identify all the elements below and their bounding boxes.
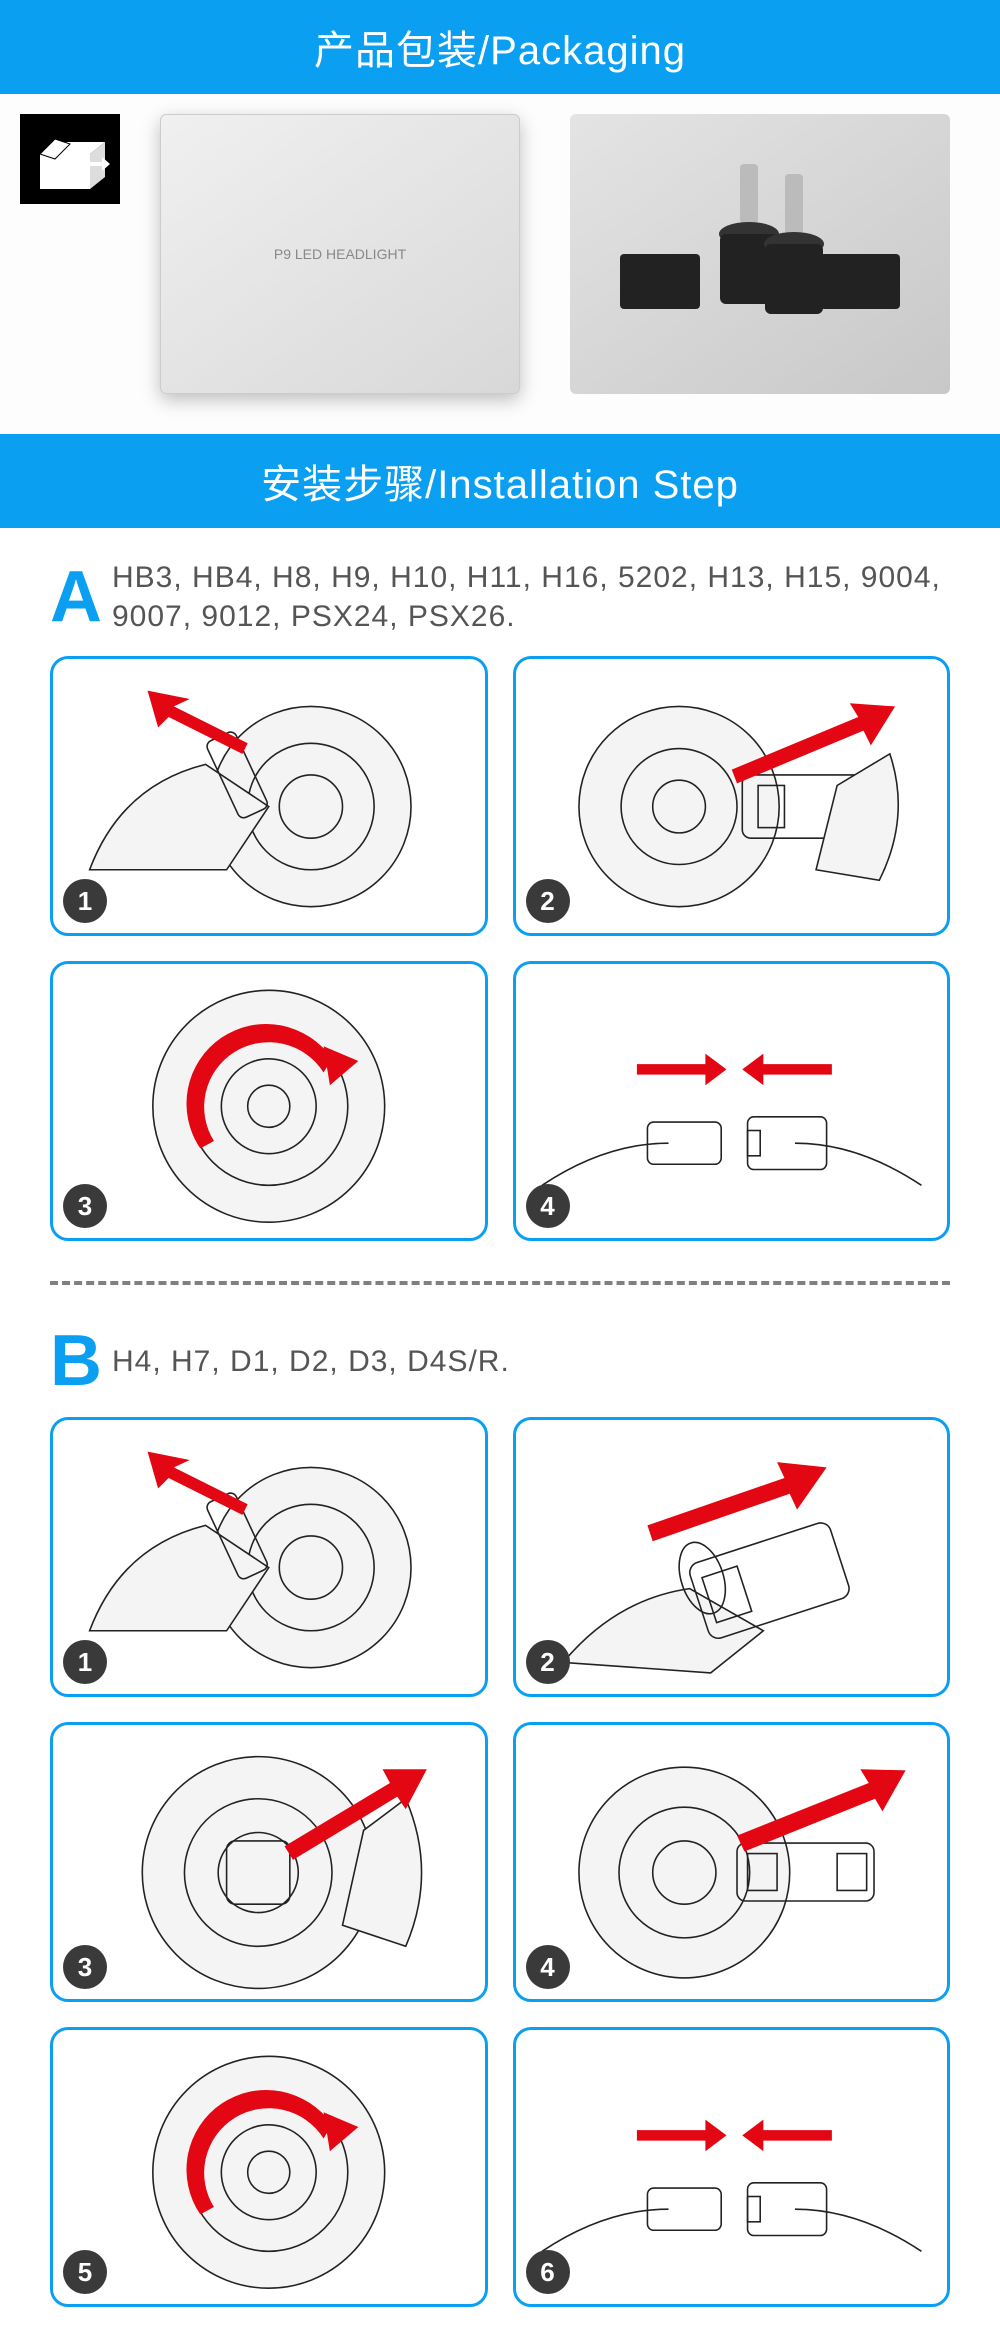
group-b-grid: 1 2 <box>50 1417 950 2307</box>
group-b-header: B H4, H7, D1, D2, D3, D4S/R. <box>50 1325 950 1397</box>
installation-title-en: Installation Step <box>437 463 739 507</box>
group-divider <box>50 1281 950 1285</box>
step-badge: 4 <box>526 1945 570 1989</box>
step-a4: 4 <box>513 961 951 1241</box>
step-a1: 1 <box>50 656 488 936</box>
step-badge: 2 <box>526 879 570 923</box>
step-b5: 5 <box>50 2027 488 2307</box>
installation-body: A HB3, HB4, H8, H9, H10, H11, H16, 5202,… <box>0 528 1000 2347</box>
step-badge: 3 <box>63 1184 107 1228</box>
group-a-grid: 1 2 <box>50 656 950 1241</box>
group-b-models: H4, H7, D1, D2, D3, D4S/R. <box>112 1342 510 1381</box>
step-badge: 1 <box>63 879 107 923</box>
step-a3: 3 <box>50 961 488 1241</box>
group-a-letter: A <box>50 561 102 633</box>
step-badge: 4 <box>526 1184 570 1228</box>
packaging-content: P9 LED HEADLIGHT <box>0 94 1000 434</box>
installation-banner: 安装步骤/Installation Step <box>0 434 1000 528</box>
open-box-icon <box>20 114 120 204</box>
packaging-banner: 产品包装/Packaging <box>0 0 1000 94</box>
step-badge: 5 <box>63 2250 107 2294</box>
step-badge: 1 <box>63 1640 107 1684</box>
step-b4: 4 <box>513 1722 951 2002</box>
step-b2: 2 <box>513 1417 951 1697</box>
product-box-image: P9 LED HEADLIGHT <box>160 114 520 394</box>
group-a-header: A HB3, HB4, H8, H9, H10, H11, H16, 5202,… <box>50 558 950 636</box>
group-a-models: HB3, HB4, H8, H9, H10, H11, H16, 5202, H… <box>112 558 950 636</box>
step-b6: 6 <box>513 2027 951 2307</box>
packaging-title-en: Packaging <box>490 29 686 73</box>
group-b-letter: B <box>50 1325 102 1397</box>
installation-title-cn: 安装步骤 <box>261 463 425 507</box>
step-b3: 3 <box>50 1722 488 2002</box>
step-badge: 3 <box>63 1945 107 1989</box>
product-bulbs-image <box>570 114 950 394</box>
step-badge: 6 <box>526 2250 570 2294</box>
step-a2: 2 <box>513 656 951 936</box>
packaging-title-cn: 产品包装 <box>314 29 478 73</box>
step-badge: 2 <box>526 1640 570 1684</box>
step-b1: 1 <box>50 1417 488 1697</box>
